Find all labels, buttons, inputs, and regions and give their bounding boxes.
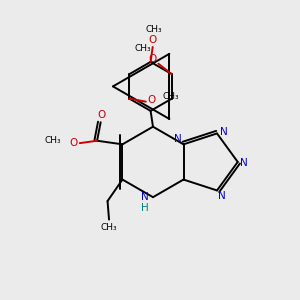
Text: CH₃: CH₃	[45, 136, 61, 145]
Text: O: O	[148, 35, 157, 45]
Text: N: N	[218, 191, 225, 201]
Text: N: N	[220, 127, 227, 137]
Text: N: N	[141, 192, 148, 202]
Text: O: O	[147, 95, 155, 105]
Text: CH₃: CH₃	[163, 92, 179, 101]
Text: O: O	[97, 110, 105, 120]
Text: O: O	[148, 54, 157, 64]
Text: CH₃: CH₃	[135, 44, 152, 53]
Text: H: H	[141, 202, 148, 213]
Text: N: N	[174, 134, 182, 144]
Text: N: N	[240, 158, 248, 168]
Text: O: O	[69, 137, 77, 148]
Text: CH₃: CH₃	[101, 223, 117, 232]
Text: CH₃: CH₃	[145, 25, 162, 34]
